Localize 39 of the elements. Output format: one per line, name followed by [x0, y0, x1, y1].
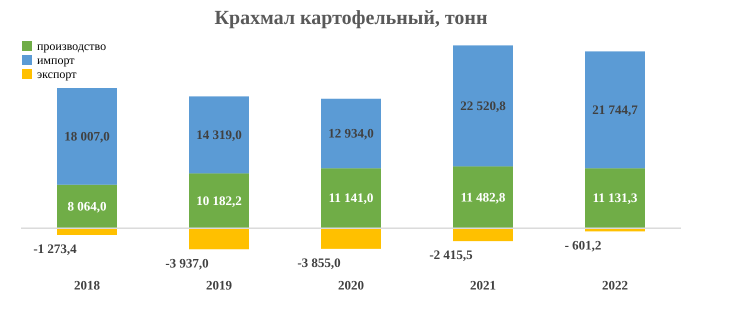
bar: [453, 228, 513, 242]
data-label: - 601,2: [564, 237, 602, 252]
bar: [57, 88, 117, 185]
bar: [585, 51, 645, 168]
data-label: -2 415,5: [429, 247, 474, 262]
data-label: 22 520,8: [460, 98, 506, 113]
bar: [57, 228, 117, 235]
data-label: 11 141,0: [328, 190, 374, 206]
bar: [585, 168, 645, 228]
legend-label: производство: [37, 39, 106, 53]
bar: [453, 166, 513, 228]
bar: [585, 228, 645, 232]
data-label: 8 064,0: [68, 198, 106, 214]
x-tick-label: 2022: [602, 278, 628, 292]
legend-label: импорт: [37, 53, 76, 67]
x-tick-label: 2019: [206, 278, 232, 292]
data-label: -3 855,0: [297, 254, 341, 270]
data-label: 10 182,2: [196, 192, 242, 208]
x-tick-label: 2018: [74, 278, 100, 292]
bar: [57, 184, 117, 228]
data-label: 18 007,0: [64, 128, 110, 144]
bar: [189, 173, 249, 228]
data-label: 11 131,3: [592, 190, 638, 206]
x-tick-label: 2020: [338, 278, 364, 292]
data-label: -3 937,0: [165, 255, 209, 270]
data-label: 12 934,0: [328, 125, 374, 140]
chart-title: Крахмал картофельный, тонн: [214, 7, 488, 29]
data-label: 11 482,8: [460, 189, 506, 204]
legend-label: экспорт: [37, 67, 78, 81]
data-label: 21 744,7: [592, 102, 638, 117]
bar: [189, 96, 249, 174]
bar: [321, 168, 381, 228]
data-label: 14 319,0: [196, 126, 242, 142]
bar: [189, 228, 249, 250]
x-tick-label: 2021: [470, 278, 496, 292]
bar: [321, 228, 381, 249]
bar: [321, 98, 381, 168]
data-label: -1 273,4: [33, 240, 78, 256]
bar: [453, 45, 513, 166]
